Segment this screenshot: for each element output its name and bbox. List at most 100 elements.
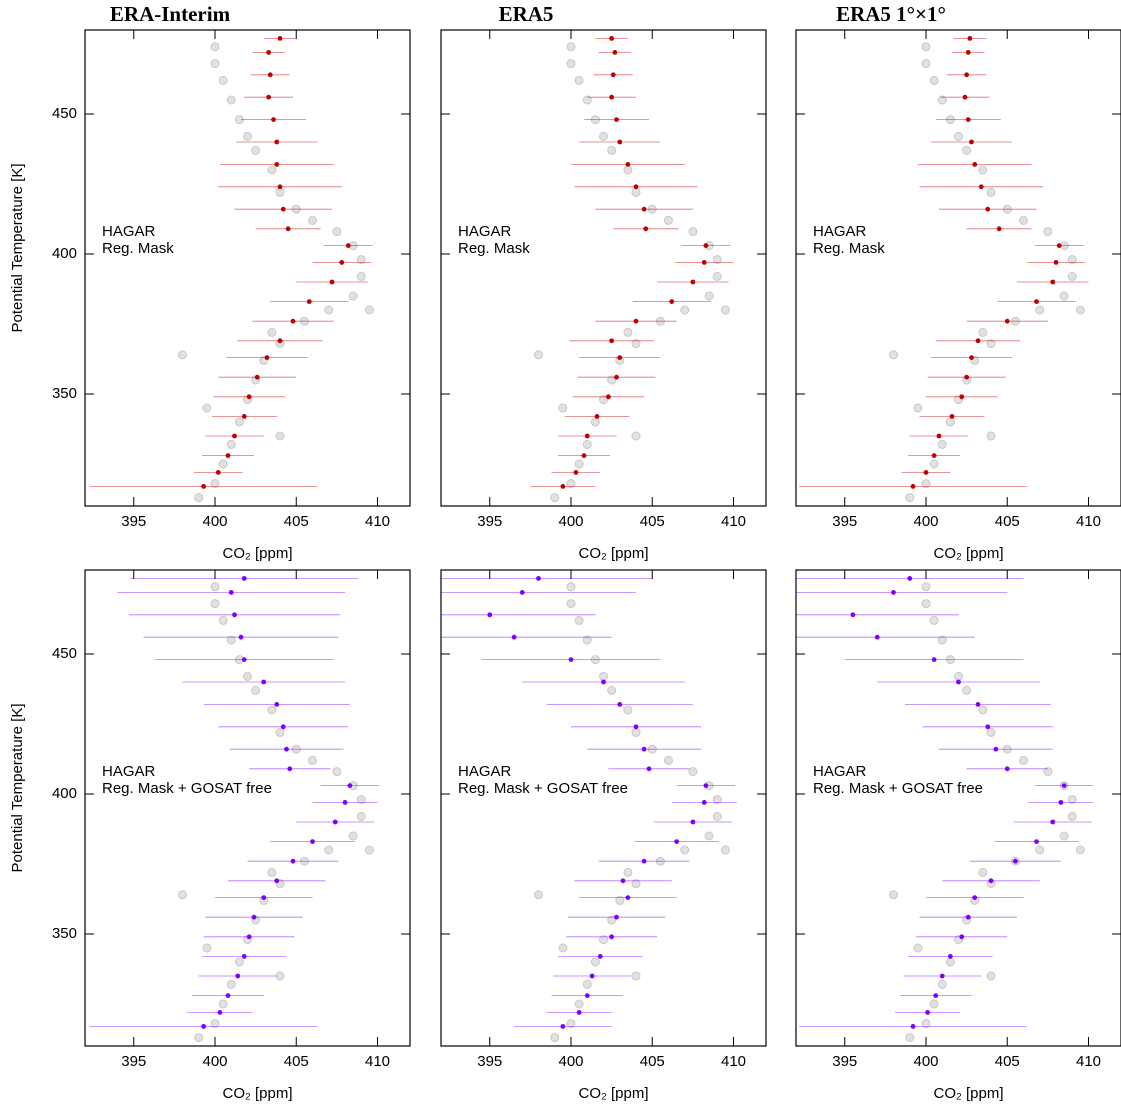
model-point [701,260,707,265]
model-point [643,226,649,232]
model-point [633,318,639,324]
x-tick-label: 405 [995,513,1020,530]
hagar-point [962,685,972,695]
model-point [254,374,260,380]
hagar-point [356,795,366,805]
hagar-point [574,615,584,625]
hagar-point [623,165,633,175]
model-point [241,954,247,959]
model-point [238,634,244,640]
hagar-point [324,845,334,855]
hagar-point [558,943,568,953]
hagar-point [986,727,996,737]
hagar-point [356,811,366,821]
hagar-point [566,582,576,592]
model-point [646,766,652,772]
x-tick-label: 400 [202,1053,227,1070]
frame [440,29,767,507]
x-axis-label: CO₂ [ppm] [222,545,292,562]
model-point [290,858,296,864]
model-point [701,800,707,805]
model-point [674,839,680,844]
model-point [271,117,276,122]
hagar-point [534,350,543,360]
model-point [487,612,493,618]
hagar-point [921,479,931,489]
hagar-point [1067,795,1077,805]
hagar-point [631,431,641,441]
model-point [576,1010,582,1015]
y-tick-label: 350 [52,385,77,402]
hagar-point [607,685,617,695]
hagar-point [631,727,641,737]
hagar-point [1019,755,1028,765]
model-point [594,414,600,419]
model-point [925,1010,931,1015]
model-point [584,993,590,998]
hagar-point [688,767,698,777]
model-point [274,702,280,707]
hagar-point [218,999,228,1009]
hagar-point [1043,227,1053,237]
x-tick-label: 410 [365,1053,390,1070]
model-point [931,657,937,662]
hagar-point [267,867,277,877]
model-point [988,878,994,884]
hagar-point [275,727,285,737]
hagar-point [364,305,374,315]
hagar-point [1035,305,1045,315]
hagar-point [945,417,955,427]
model-point [266,94,272,100]
panel-title: ERA-Interim [110,2,231,26]
model-point [581,453,587,458]
hagar-point [348,291,358,301]
hagar-point [210,59,220,69]
model-point [1050,819,1056,825]
model-point [560,1024,566,1029]
hagar-point [978,867,988,877]
model-point [347,783,353,788]
hagar-point [937,95,947,105]
y-tick-label: 400 [52,245,77,262]
hagar-point [712,271,722,281]
model-point [1004,766,1010,772]
model-point [274,878,280,884]
legend-entry: Reg. Mask [102,240,174,257]
model-point [964,374,970,380]
legend-entry: HAGAR [102,763,156,780]
model-point [609,934,615,940]
model-point [290,318,296,324]
hagar-point [1019,215,1028,225]
hagar-point [267,705,277,715]
model-point [267,72,273,78]
hagar-point [889,350,898,360]
model-point [589,973,595,979]
hagar-point [582,635,592,645]
hagar-point [631,339,641,349]
model-point [985,724,991,730]
panel-title: ERA5 [499,2,554,26]
model-point [612,50,618,55]
x-axis-label: CO₂ [ppm] [933,1085,1003,1102]
x-tick-label: 395 [121,1053,146,1070]
hagar-point [566,479,576,489]
hagar-point [1059,291,1069,301]
hagar-point [210,599,220,609]
panel-data [799,36,1089,503]
model-point [936,433,942,439]
x-tick-label: 395 [121,513,146,530]
hagar-point [929,459,939,469]
model-point [965,117,971,122]
model-point [310,839,315,844]
model-point [931,453,937,458]
hagar-point [929,75,939,85]
frame [795,569,1121,1047]
hagar-point [308,755,317,765]
hagar-point [566,1019,576,1029]
hagar-point [1043,767,1053,777]
hagar-point [720,305,730,315]
model-point [939,973,945,979]
x-tick-label: 400 [202,513,227,530]
y-tick-label: 400 [52,785,77,802]
